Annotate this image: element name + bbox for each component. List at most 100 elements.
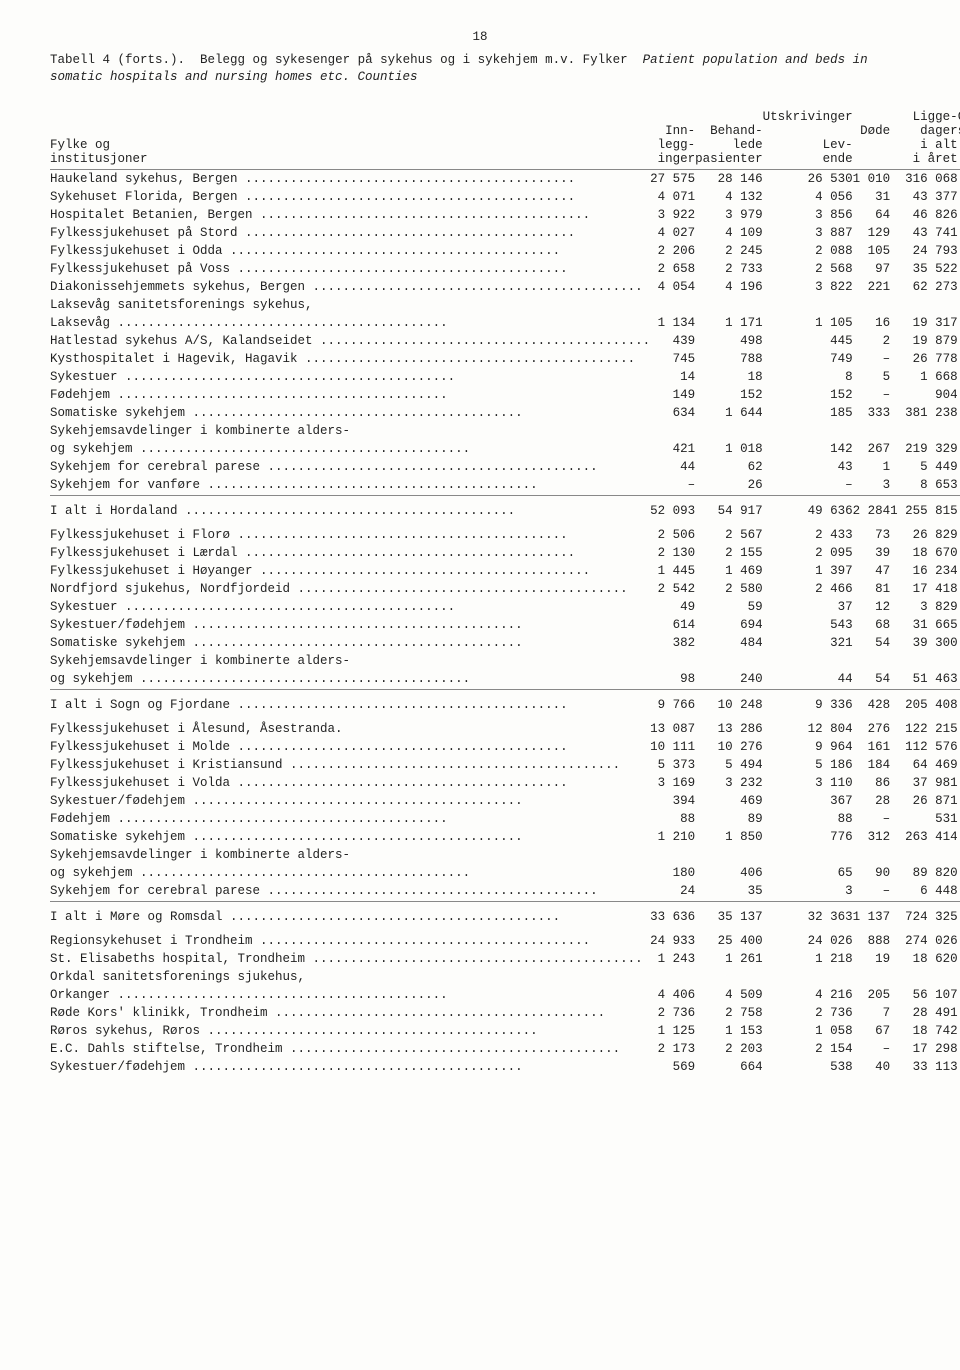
cell-value: 9 336 — [763, 689, 853, 720]
cell-value: 205 408 — [890, 689, 958, 720]
cell-value: 3 887 — [763, 224, 853, 242]
cell-value: 221 — [853, 278, 891, 296]
row-label: Sykehjem for cerebral parese — [50, 458, 650, 476]
table-row: Fødehjem888988–531111 — [50, 810, 960, 828]
cell-value: 54 917 — [695, 495, 763, 526]
cell-value: 2 758 — [695, 1004, 763, 1022]
row-label: Hospitalet Betanien, Bergen — [50, 206, 650, 224]
cell-value: 2 088 — [763, 242, 853, 260]
table-row: Sykestuer495937123 8291010 — [50, 598, 960, 616]
cell-value: – — [853, 350, 891, 368]
cell-value: 10 111 — [650, 738, 695, 756]
row-label: Sykestuer/fødehjem — [50, 616, 650, 634]
table-row: Sykehjem for cerebral parese24353–6 4481… — [50, 882, 960, 902]
cell-value: 16 — [853, 314, 891, 332]
cell-value: 543 — [763, 616, 853, 634]
cell-value: 4 196 — [695, 278, 763, 296]
cell-value: 428 — [853, 689, 891, 720]
cell-value: 3 232 — [695, 774, 763, 792]
cell-value: 37 — [763, 598, 853, 616]
cell-value: 382 — [650, 634, 695, 652]
cell-value: 10 248 — [695, 689, 763, 720]
table-row: E.C. Dahls stiftelse, Trondheim2 1732 20… — [50, 1040, 960, 1058]
cell-value: 44 — [763, 670, 853, 690]
row-label: Fylkessjukehuset i Molde — [50, 738, 650, 756]
cell-value: 18 — [695, 368, 763, 386]
table-row: og sykehjem98240445451 463141142 — [50, 670, 960, 690]
table-row: Sykestuer1418851 66857 — [50, 368, 960, 386]
cell-value: 2 580 — [695, 580, 763, 598]
cell-value: 59 — [695, 598, 763, 616]
cell-value: 4 406 — [650, 986, 695, 1004]
cell-value: 1 — [853, 458, 891, 476]
table-row: I alt i Sogn og Fjordane9 76610 2489 336… — [50, 689, 960, 720]
cell-value: 68 — [853, 616, 891, 634]
row-label: Røde Kors' klinikk, Trondheim — [50, 1004, 650, 1022]
table-row: Fylkessjukehuset i Odda2 2062 2452 08810… — [50, 242, 960, 260]
cell-value: 105 — [853, 242, 891, 260]
row-label: Haukeland sykehus, Bergen — [50, 169, 650, 188]
row-label: Fylkessjukehuset i Volda — [50, 774, 650, 792]
cell-value: 49 — [650, 598, 695, 616]
cell-value: 1 397 — [763, 562, 853, 580]
row-label: Sykehuset Florida, Bergen — [50, 188, 650, 206]
table-row: Sykehjemsavdelinger i kombinerte alders- — [50, 652, 960, 670]
cell-value: – — [853, 386, 891, 404]
cell-value: 694 — [695, 616, 763, 634]
page-number: 18 — [50, 30, 910, 44]
cell-value: 24 793 — [890, 242, 958, 260]
row-label: Somatiske sykehjem — [50, 828, 650, 846]
cell-value: 5 494 — [695, 756, 763, 774]
cell-value: 49 636 — [763, 495, 853, 526]
row-label: Sykestuer — [50, 368, 650, 386]
row-label: I alt i Hordaland — [50, 495, 650, 526]
row-label: Røros sykehus, Røros — [50, 1022, 650, 1040]
cell-value: 47 — [853, 562, 891, 580]
cell-value: 1 445 — [650, 562, 695, 580]
table-row: Røros sykehus, Røros1 1251 1531 0586718 … — [50, 1022, 960, 1040]
table-row: Sykehjem for cerebral parese44624315 449… — [50, 458, 960, 476]
cell-value: 2 658 — [650, 260, 695, 278]
cell-value: 1 255 815 — [890, 495, 958, 526]
cell-value: 2 736 — [650, 1004, 695, 1022]
cell-value: 1 125 — [650, 1022, 695, 1040]
cell-value: 39 — [853, 544, 891, 562]
table-row: Fylkessjukehuset på Stord4 0274 1093 887… — [50, 224, 960, 242]
cell-value: 4 132 — [695, 188, 763, 206]
cell-value: 776 — [763, 828, 853, 846]
cell-value: 89 — [695, 810, 763, 828]
row-label: Fylkessjukehuset på Voss — [50, 260, 650, 278]
cell-value: 263 414 — [890, 828, 958, 846]
row-label: I alt i Møre og Romsdal — [50, 901, 650, 932]
table-row: Sykehjemsavdelinger i kombinerte alders- — [50, 846, 960, 864]
cell-value: 1 644 — [695, 404, 763, 422]
cell-value: 5 449 — [890, 458, 958, 476]
cell-value: 367 — [763, 792, 853, 810]
table-row: og sykehjem4211 018142267219 329601619 — [50, 440, 960, 458]
cell-value: 52 093 — [650, 495, 695, 526]
table-row: I alt i Hordaland52 09354 91749 6362 284… — [50, 495, 960, 526]
cell-value: 2 203 — [695, 1040, 763, 1058]
cell-value: 65 — [763, 864, 853, 882]
cell-value: 381 238 — [890, 404, 958, 422]
cell-value: 2 206 — [650, 242, 695, 260]
cell-value: 142 — [763, 440, 853, 458]
table-row: Røde Kors' klinikk, Trondheim2 7362 7582… — [50, 1004, 960, 1022]
cell-value: 4 109 — [695, 224, 763, 242]
table-row: Fødehjem149152152–904214 — [50, 386, 960, 404]
cell-value: 161 — [853, 738, 891, 756]
table-row: Laksevåg sanitetsforenings sykehus, — [50, 296, 960, 314]
cell-value: 2 — [853, 332, 891, 350]
cell-value: 12 — [853, 598, 891, 616]
row-label: Fylkessjukehuset på Stord — [50, 224, 650, 242]
cell-value: 312 — [853, 828, 891, 846]
cell-value: 97 — [853, 260, 891, 278]
table-row: Orkdal sanitetsforenings sjukehus, — [50, 968, 960, 986]
cell-value: 24 026 — [763, 932, 853, 950]
cell-value: 180 — [650, 864, 695, 882]
table-row: Somatiske sykehjem3824843215439 30010811… — [50, 634, 960, 652]
table-row: Somatiske sykehjem6341 644185333381 2381… — [50, 404, 960, 422]
cell-value: 1 668 — [890, 368, 958, 386]
cell-value: 445 — [763, 332, 853, 350]
table-row: Fylkessjukehuset i Høyanger1 4451 4691 3… — [50, 562, 960, 580]
